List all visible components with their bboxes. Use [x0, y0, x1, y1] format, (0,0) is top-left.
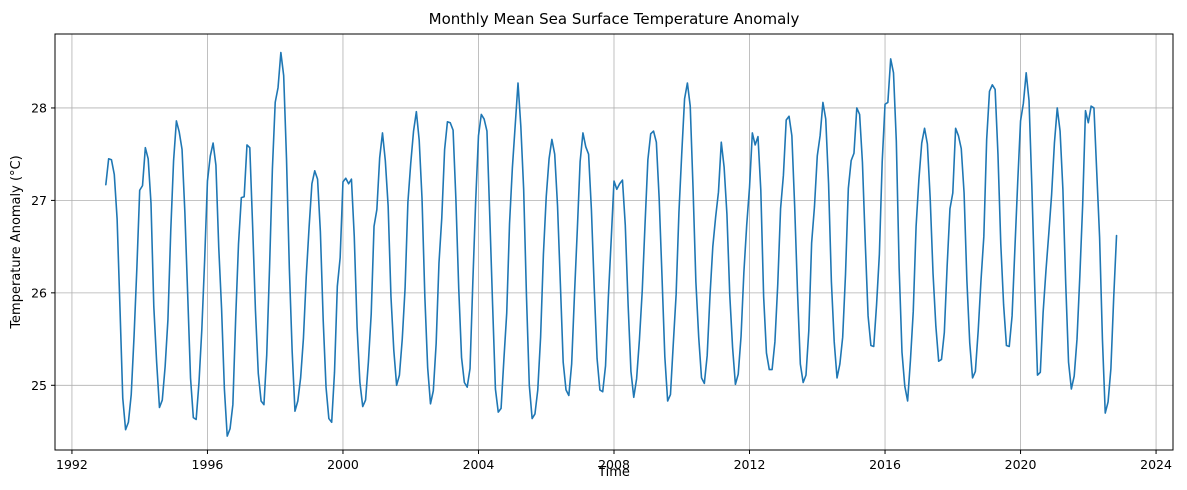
x-tick-label: 2020	[1005, 457, 1037, 472]
y-axis-ticks: 25 26 27 28	[31, 100, 55, 393]
x-axis-label: Time	[597, 465, 630, 480]
x-tick-label: 2008	[598, 457, 630, 472]
y-tick-label: 25	[31, 378, 47, 393]
x-tick-label: 2016	[869, 457, 901, 472]
chart-title: Monthly Mean Sea Surface Temperature Ano…	[429, 10, 800, 28]
y-axis-label: Temperature Anomaly (°C)	[9, 155, 24, 329]
series-line-0	[105, 51, 1118, 437]
y-tick-label: 27	[31, 193, 47, 208]
x-tick-label: 2004	[463, 457, 495, 472]
x-tick-label: 1992	[56, 457, 88, 472]
x-axis-ticks: 1992 1996 2000 2004 2008 2012 2016 2020 2024	[56, 450, 1172, 472]
x-tick-label: 2012	[734, 457, 766, 472]
series-group	[105, 51, 1118, 437]
x-tick-label: 2024	[1140, 457, 1172, 472]
y-tick-label: 28	[31, 100, 47, 115]
y-tick-label: 26	[31, 285, 47, 300]
x-tick-label: 2000	[327, 457, 359, 472]
x-tick-label: 1996	[192, 457, 224, 472]
